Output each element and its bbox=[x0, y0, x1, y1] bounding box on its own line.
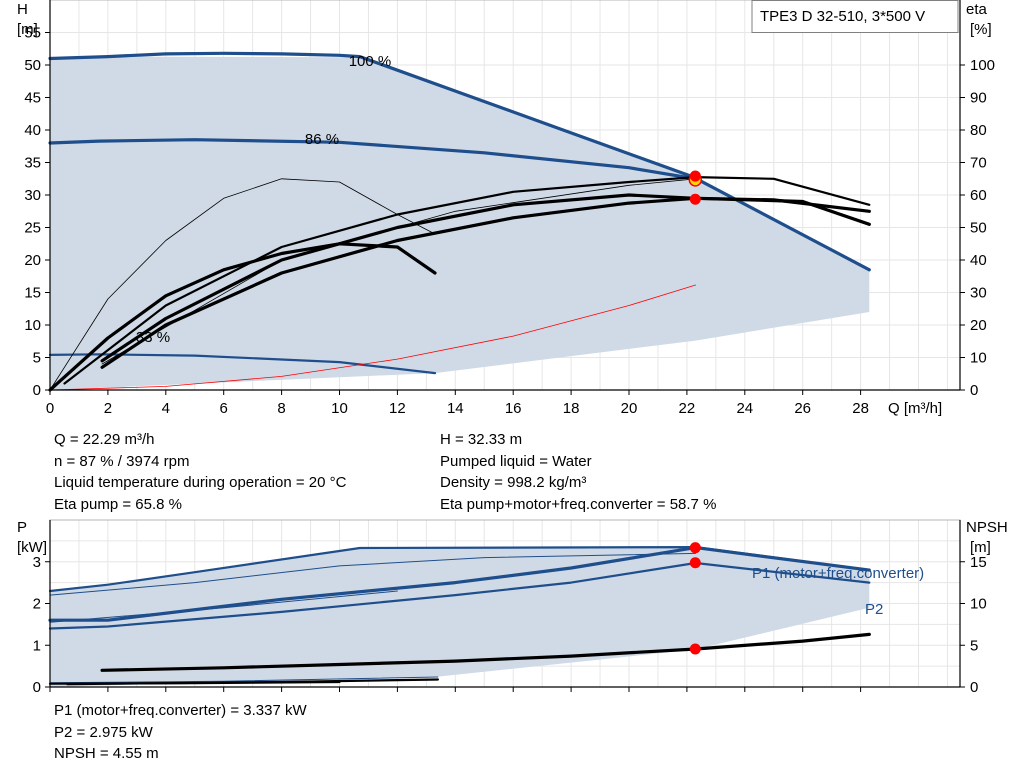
y-tick-label: 50 bbox=[24, 57, 41, 74]
y-tick-label: 25 bbox=[24, 220, 41, 237]
curve-label: P2 bbox=[865, 601, 883, 618]
y2-tick-label: 10 bbox=[970, 596, 987, 613]
y2-tick-label: 40 bbox=[970, 252, 987, 269]
y2-axis-unit: [m] bbox=[970, 539, 991, 556]
x-tick-label: 20 bbox=[621, 400, 638, 417]
duty-point-info-right: H = 32.33 m Pumped liquid = Water Densit… bbox=[440, 429, 716, 515]
x-tick-label: 4 bbox=[162, 400, 170, 417]
info-speed: n = 87 % / 3974 rpm bbox=[54, 452, 190, 470]
y2-tick-label: 30 bbox=[970, 285, 987, 302]
duty-point-1 bbox=[689, 542, 701, 554]
duty-point-3 bbox=[689, 643, 701, 655]
x-tick-label: 6 bbox=[220, 400, 228, 417]
y-tick-label: 2 bbox=[33, 596, 41, 613]
chart-title-box bbox=[751, 0, 959, 33]
y-tick-label: 15 bbox=[24, 285, 41, 302]
y2-axis-title: eta bbox=[966, 1, 988, 18]
x-tick-label: 8 bbox=[277, 400, 285, 417]
curve-npsh-7 bbox=[100, 632, 871, 672]
x-axis-label: Q [m³/h] bbox=[888, 400, 942, 417]
y2-tick-label: 15 bbox=[970, 554, 987, 571]
info-pumped-liquid: Pumped liquid = Water bbox=[440, 452, 592, 470]
x-tick-label: 22 bbox=[679, 400, 696, 417]
x-tick-label: 16 bbox=[505, 400, 522, 417]
y2-axis-title: NPSH bbox=[966, 519, 1008, 536]
curve-eta-7 bbox=[63, 176, 871, 385]
curve-label: 86 % bbox=[305, 131, 339, 148]
y2-axis-unit: [%] bbox=[970, 21, 992, 38]
y-tick-label: 10 bbox=[24, 317, 41, 334]
y2-tick-label: 20 bbox=[970, 317, 987, 334]
curve-p-6 bbox=[49, 676, 439, 684]
curve-h-1 bbox=[48, 51, 871, 272]
y2-tick-label: 50 bbox=[970, 220, 987, 237]
y-tick-label: 40 bbox=[24, 122, 41, 139]
y-tick-label: 45 bbox=[24, 90, 41, 107]
power-info: P1 (motor+freq.converter) = 3.337 kW P2 … bbox=[54, 700, 307, 765]
duty-point-info-left: Q = 22.29 m³/h n = 87 % / 3974 rpm Liqui… bbox=[54, 429, 346, 515]
y-tick-label: 30 bbox=[24, 187, 41, 204]
y-tick-label: 0 bbox=[33, 679, 41, 696]
curve-p-5 bbox=[49, 590, 398, 623]
curve-h-3 bbox=[48, 353, 437, 375]
duty-point-3 bbox=[689, 170, 701, 182]
y2-tick-label: 0 bbox=[970, 679, 978, 696]
curve-eta-6 bbox=[100, 193, 871, 363]
x-tick-label: 0 bbox=[46, 400, 54, 417]
y-tick-label: 1 bbox=[33, 637, 41, 654]
x-tick-label: 2 bbox=[104, 400, 112, 417]
y-tick-label: 55 bbox=[24, 25, 41, 42]
y2-tick-label: 100 bbox=[970, 57, 995, 74]
y-axis-unit: [m] bbox=[17, 21, 38, 38]
y2-tick-label: 10 bbox=[970, 350, 987, 367]
y2-tick-label: 0 bbox=[970, 382, 978, 399]
x-tick-label: 10 bbox=[331, 400, 348, 417]
x-tick-label: 12 bbox=[389, 400, 406, 417]
chart-panel-2: 0 1 2 3 0 5 10 15 P [kW] NPSH [m] P1 (motor+freq.con… bbox=[17, 519, 1008, 696]
y-tick-label: 35 bbox=[24, 155, 41, 172]
y2-tick-label: 5 bbox=[970, 637, 978, 654]
curve-npsh-9 bbox=[48, 680, 341, 685]
y-tick-label: 0 bbox=[33, 382, 41, 399]
curve-system-10 bbox=[49, 284, 696, 391]
curve-label: P1 (motor+freq.converter) bbox=[752, 565, 924, 582]
y-axis-unit: [kW] bbox=[17, 539, 47, 556]
y2-tick-label: 80 bbox=[970, 122, 987, 139]
info-flow: Q = 22.29 m³/h bbox=[54, 431, 155, 448]
duty-point-4 bbox=[689, 193, 701, 205]
info-head: H = 32.33 m bbox=[440, 431, 523, 448]
info-eta-pump: Eta pump = 65.8 % bbox=[54, 495, 182, 513]
curve-label: 33 % bbox=[136, 329, 170, 346]
info-p2: P2 = 2.975 kW bbox=[54, 723, 153, 741]
x-tick-label: 28 bbox=[852, 400, 869, 417]
curve-eta-8 bbox=[49, 178, 436, 391]
curve-label: 100 % bbox=[349, 53, 392, 70]
x-tick-label: 14 bbox=[447, 400, 464, 417]
y2-tick-label: 70 bbox=[970, 155, 987, 172]
info-npsh: NPSH = 4.55 m bbox=[54, 745, 159, 762]
y2-tick-label: 60 bbox=[970, 187, 987, 204]
x-tick-label: 18 bbox=[563, 400, 580, 417]
curve-eta-9 bbox=[101, 178, 696, 365]
y-axis-title: H bbox=[17, 1, 28, 18]
x-tick-label: 26 bbox=[794, 400, 811, 417]
y-tick-label: 20 bbox=[24, 252, 41, 269]
curve-h-2 bbox=[48, 138, 698, 181]
info-eta-total: Eta pump+motor+freq.converter = 58.7 % bbox=[440, 495, 717, 513]
duty-point-2 bbox=[689, 557, 701, 569]
curve-p-2 bbox=[49, 552, 697, 596]
chart-title: TPE3 D 32-510, 3*500 V bbox=[760, 8, 925, 25]
chart-panel-1: 0510152025303540455055010203040506070809… bbox=[17, 0, 995, 417]
y-axis-title: P bbox=[17, 519, 27, 536]
y2-tick-label: 90 bbox=[970, 90, 987, 107]
info-liquid-temperature: Liquid temperature during operation = 20… bbox=[54, 474, 347, 491]
y-tick-label: 5 bbox=[33, 350, 41, 367]
info-p1: P1 (motor+freq.converter) = 3.337 kW bbox=[54, 702, 307, 719]
y-tick-label: 3 bbox=[33, 554, 41, 571]
info-density: Density = 998.2 kg/m³ bbox=[440, 474, 587, 491]
x-tick-label: 24 bbox=[736, 400, 753, 417]
